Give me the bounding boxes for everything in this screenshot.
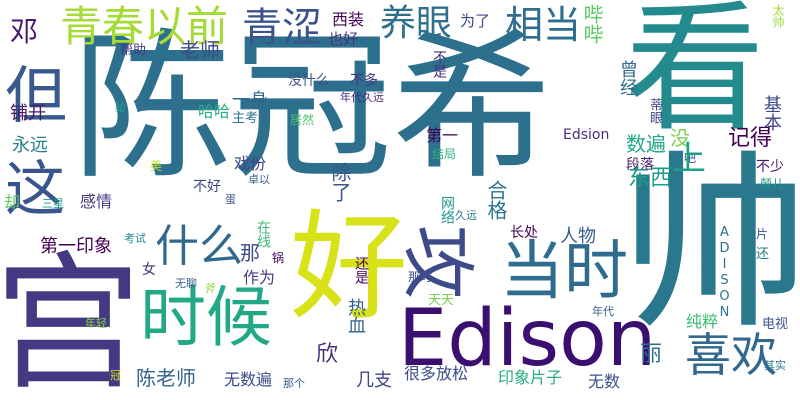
word-guan: 冠 — [110, 369, 121, 382]
word-duanluo: 段落 — [626, 157, 654, 173]
word-haishi: 还是 — [353, 256, 369, 284]
word-yinxiangpianzi: 印象片子 — [498, 368, 563, 387]
word-mei-beauty: 美 — [150, 159, 163, 173]
word-wuliao: 无聊 — [175, 277, 197, 290]
word-shubian: 数遍 — [626, 132, 666, 156]
word-xifen: 戏份 — [234, 154, 267, 173]
word-niandai: 年代 — [592, 305, 614, 318]
word-shang: 上 — [672, 139, 706, 179]
word-chule: 除了 — [328, 162, 352, 202]
word-diyi: 第一 — [426, 126, 459, 145]
word-zhe: 这 — [5, 155, 65, 225]
word-gei: 给 — [115, 101, 126, 114]
word-pian: 片 — [756, 227, 769, 241]
word-jiuyuan: 久远 — [455, 209, 477, 222]
word-hege: 合格 — [484, 180, 508, 220]
word-bangzhu: 帮助 — [120, 43, 147, 58]
word-na: 那 — [240, 241, 260, 265]
word-hao: 好 — [290, 198, 409, 336]
word-shenme: 什么 — [155, 221, 243, 272]
word-dan: 但 — [5, 59, 68, 132]
word-yishen: 一身 — [232, 90, 268, 111]
word-wangluo: 网络 — [439, 196, 455, 224]
word-ganqing: 感情 — [80, 192, 113, 211]
word-meishenme: 没什么 — [288, 73, 330, 89]
word-hai: 还 — [756, 247, 770, 262]
word-yehao: 也好 — [328, 30, 359, 48]
word-renwu: 人物 — [560, 226, 596, 247]
word-qishi: 其实 — [764, 359, 786, 372]
word-jieju: 结局 — [432, 147, 457, 161]
word-taishuai: 太帅 — [771, 4, 785, 28]
word-edsion: Edsion — [563, 127, 610, 143]
word-yongyuan: 永远 — [12, 135, 48, 156]
word-edison-large: Edison — [398, 294, 657, 384]
word-weile: 为了 — [460, 12, 491, 30]
word-wushu: 无数 — [588, 372, 621, 391]
word-zuowei: 作为 — [243, 268, 276, 287]
word-nianqing: 年轻 — [85, 317, 107, 330]
word-yangyan: 养眼 — [380, 3, 453, 44]
word-xihuan: 喜欢 — [685, 328, 777, 382]
word-xizhuang: 西装 — [332, 10, 365, 29]
word-nv: 女 — [142, 262, 156, 278]
word-dongxi: 东西 — [628, 166, 673, 191]
word-dangshi: 当时 — [500, 235, 628, 309]
word-shihou: 时候 — [140, 279, 272, 356]
word-gong2: 攻 — [394, 225, 480, 299]
word-que: 却 — [4, 193, 21, 212]
word-tiantian: 天天 — [428, 293, 455, 308]
word-dan-egg: 蛋 — [225, 193, 236, 206]
word-xiangdang: 相当 — [505, 3, 582, 47]
word-zhukao: 主考 — [232, 111, 259, 126]
word-bushi: 不是 — [431, 50, 447, 78]
word-wushubian: 无数遍 — [224, 370, 273, 389]
word-buduo: 不多 — [350, 73, 378, 89]
word-deng: 邓 — [10, 15, 39, 48]
word-rexue: 热血 — [345, 298, 366, 334]
word-cengjing: 曾经 — [617, 60, 638, 96]
word-adison: ADISON — [717, 225, 732, 321]
word-bushao: 不少 — [756, 159, 784, 175]
word-nashi: 那时 — [408, 270, 433, 284]
word-chenlaoshi: 陈老师 — [136, 366, 196, 390]
word-mei: 没 — [670, 126, 690, 150]
word-sanxing: 三星 — [42, 197, 64, 210]
word-kaoshi: 考试 — [124, 232, 146, 245]
word-kan: 看 — [625, 0, 766, 151]
word-shuai: 帅 — [620, 134, 800, 355]
word-guo: 锅 — [272, 251, 285, 265]
word-juran: 居然 — [290, 113, 315, 127]
word-nage: 那个 — [283, 377, 305, 390]
word-haha: 哈哈 — [198, 102, 231, 121]
word-niandaijiuyuan: 年代久远 — [340, 91, 384, 104]
word-jizhi: 几支 — [356, 370, 392, 391]
word-henduofangsong: 很多放松 — [404, 364, 469, 383]
word-xin: 欣 — [316, 342, 339, 367]
word-gong: 宫 — [0, 238, 142, 400]
word-ba: 吧 — [684, 151, 697, 165]
word-qingchunyiqian: 青春以前 — [60, 2, 229, 51]
word-dianshi: 电视 — [762, 317, 789, 332]
word-jide: 记得 — [728, 126, 773, 151]
word-diyan: 蒂眼 — [647, 98, 662, 124]
word-diyiyinxiang: 第一印象 — [40, 236, 112, 257]
word-chenguanxi: 陈冠希 — [72, 14, 553, 201]
word-changchu: 长处 — [510, 225, 538, 241]
word-jiben: 基本 — [761, 95, 782, 131]
word-dianer: 颠儿 — [760, 177, 785, 191]
word-pukai: 铺开 — [10, 103, 46, 124]
word-laoshi: 老师 — [180, 38, 220, 62]
word-chuncui: 纯粹 — [686, 312, 719, 331]
word-qingse: 青涩 — [242, 5, 322, 51]
word-bibi: 哔哔 — [580, 4, 604, 44]
word-buhao: 不好 — [193, 179, 221, 195]
word-zaixian: 在线 — [255, 220, 271, 248]
word-li: 丽 — [640, 342, 663, 367]
word-fu: 斧 — [205, 282, 216, 295]
word-zhuoyi: 卓以 — [248, 173, 270, 186]
